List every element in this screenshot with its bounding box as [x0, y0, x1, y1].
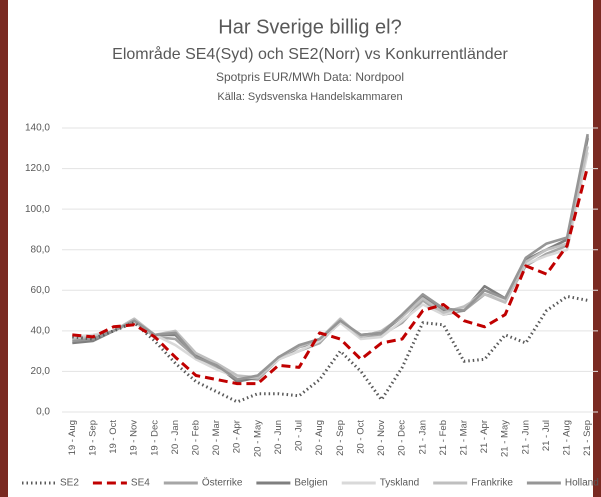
x-tick-label: 20 - Jun — [273, 420, 284, 454]
y-tick-label: 20,0 — [31, 366, 51, 377]
x-tick-label: 20 - Jan — [170, 420, 181, 454]
y-tick-label: 100,0 — [25, 204, 50, 215]
legend-label: Holland — [565, 478, 599, 489]
chart-title: Har Sverige billig el? — [218, 16, 401, 38]
x-tick-label: 20 - Mar — [211, 420, 222, 455]
x-tick-label: 21 - May — [500, 420, 511, 457]
x-tick-label: 21 - Jun — [520, 420, 531, 454]
x-tick-label: 20 - Nov — [376, 420, 387, 456]
legend-label: SE2 — [60, 478, 79, 489]
x-tick-label: 21 - Jan — [417, 420, 428, 454]
source-label: Källa: Sydsvenska Handelskammaren — [217, 91, 402, 103]
x-tick-label: 21 - Sep — [582, 420, 593, 456]
legend-label: SE4 — [131, 478, 150, 489]
x-tick-label: 19 - Nov — [129, 420, 140, 456]
x-tick-label: 19 - Dec — [149, 420, 160, 456]
x-tick-label: 20 - May — [252, 420, 263, 457]
x-tick-label: 21 - Mar — [459, 420, 470, 455]
y-tick-label: 60,0 — [31, 285, 51, 296]
x-tick-label: 20 - Sep — [335, 420, 346, 456]
chart-subtitle: Elområde SE4(Syd) och SE2(Norr) vs Konku… — [112, 45, 508, 63]
x-tick-label: 21 - Apr — [479, 420, 490, 453]
series-line — [72, 152, 589, 379]
x-tick-label: 20 - Feb — [191, 420, 202, 455]
chart-background — [8, 0, 593, 497]
y-tick-label: 140,0 — [25, 123, 50, 134]
y-tick-label: 0,0 — [36, 407, 50, 418]
series-line — [72, 133, 589, 381]
x-tick-label: 21 - Feb — [438, 420, 449, 455]
unit-label: Spotpris EUR/MWh Data: Nordpool — [216, 70, 404, 84]
x-tick-label: 20 - Apr — [232, 420, 243, 453]
x-tick-label: 19 - Aug — [67, 420, 78, 455]
legend-label: Belgien — [294, 478, 327, 489]
y-tick-label: 120,0 — [25, 163, 50, 174]
x-tick-label: 19 - Oct — [108, 420, 119, 454]
y-tick-label: 80,0 — [31, 244, 51, 255]
x-tick-label: 21 - Aug — [562, 420, 573, 455]
legend-label: Frankrike — [471, 478, 513, 489]
x-tick-label: 20 - Oct — [355, 420, 366, 454]
x-tick-label: 20 - Dec — [397, 420, 408, 456]
x-tick-label: 19 - Sep — [87, 420, 98, 456]
x-tick-label: 20 - Aug — [314, 420, 325, 455]
legend-label: Tyskland — [380, 478, 419, 489]
x-tick-label: 21 - Jul — [541, 420, 552, 451]
legend-label: Österrike — [202, 477, 243, 489]
y-tick-label: 40,0 — [31, 325, 51, 336]
x-tick-label: 20 - Jul — [294, 420, 305, 451]
